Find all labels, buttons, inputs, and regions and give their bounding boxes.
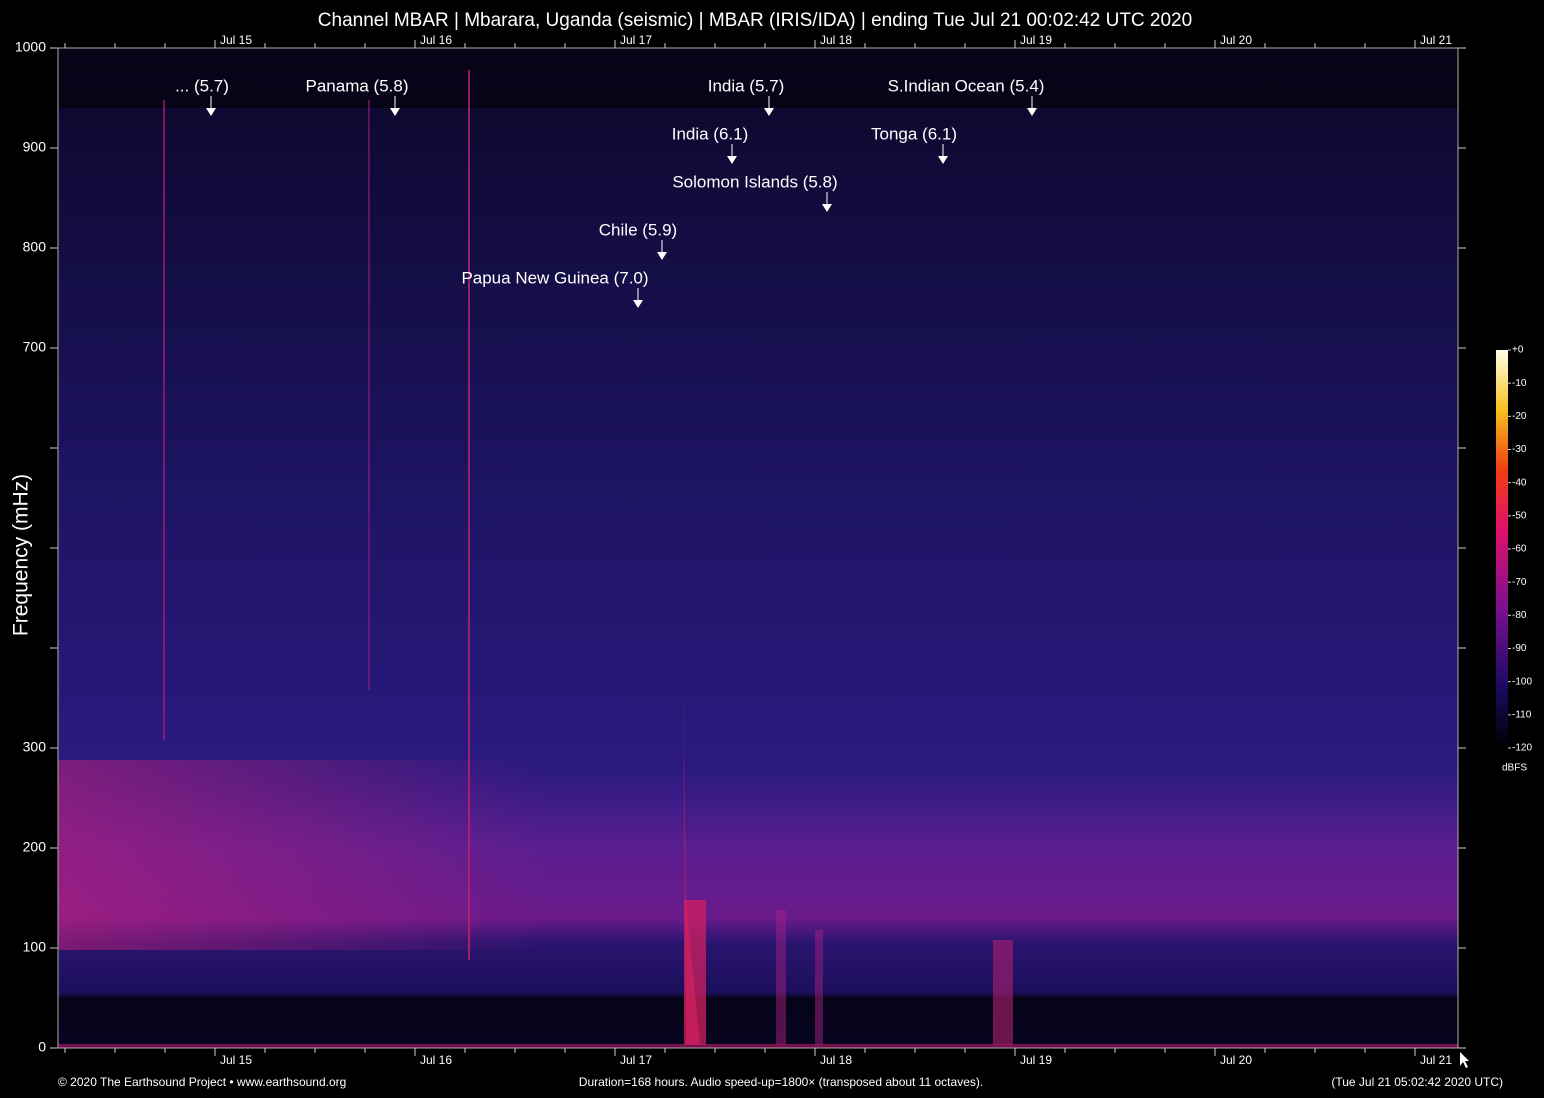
colorbar-tick-label: -120 bbox=[1512, 743, 1532, 754]
colorbar-tick-label: -40 bbox=[1512, 477, 1527, 488]
event-annotation: Tonga (6.1) bbox=[871, 124, 957, 143]
event-annotation: Chile (5.9) bbox=[599, 220, 677, 239]
event-arrowhead bbox=[633, 300, 643, 308]
cursor bbox=[1460, 1052, 1469, 1068]
colorbar-label: dBFS bbox=[1502, 763, 1527, 774]
colorbar bbox=[1496, 350, 1508, 748]
x-tick-label-top: Jul 17 bbox=[620, 33, 652, 47]
y-tick-label: 0 bbox=[38, 1039, 46, 1055]
colorbar-tick-label: -90 bbox=[1512, 643, 1527, 654]
y-tick-label: 200 bbox=[23, 839, 47, 855]
colorbar-tick-label: -100 bbox=[1512, 676, 1532, 687]
event-arrowhead bbox=[938, 156, 948, 164]
y-tick-label: 900 bbox=[23, 139, 47, 155]
x-tick-label: Jul 16 bbox=[420, 1053, 452, 1067]
colorbar-tick-label: -10 bbox=[1512, 378, 1527, 389]
x-tick-label: Jul 15 bbox=[220, 1053, 252, 1067]
event-annotation: India (5.7) bbox=[708, 76, 785, 95]
event-annotation: Panama (5.8) bbox=[306, 76, 409, 95]
colorbar-tick-label: -30 bbox=[1512, 444, 1527, 455]
event-annotation: Papua New Guinea (7.0) bbox=[461, 268, 648, 287]
event-arrowhead bbox=[764, 108, 774, 116]
chart-title: Channel MBAR | Mbarara, Uganda (seismic)… bbox=[318, 10, 1192, 31]
x-tick-label-top: Jul 21 bbox=[1420, 33, 1452, 47]
y-tick-label: 1000 bbox=[15, 39, 46, 55]
colorbar-tick-label: -80 bbox=[1512, 610, 1527, 621]
footer-right: (Tue Jul 21 05:02:42 2020 UTC) bbox=[1331, 1075, 1503, 1089]
event-annotation: ... (5.7) bbox=[175, 76, 229, 95]
x-tick-label: Jul 21 bbox=[1420, 1053, 1452, 1067]
x-tick-label-top: Jul 19 bbox=[1020, 33, 1052, 47]
event-arrowhead bbox=[822, 204, 832, 212]
colorbar-tick-label: -50 bbox=[1512, 510, 1527, 521]
y-tick-label: 300 bbox=[23, 739, 47, 755]
spectrogram-image bbox=[58, 48, 1458, 1048]
x-tick-label: Jul 17 bbox=[620, 1053, 652, 1067]
colorbar-tick-label: +0 bbox=[1512, 345, 1524, 356]
event-annotation: Solomon Islands (5.8) bbox=[672, 172, 837, 191]
x-tick-label: Jul 19 bbox=[1020, 1053, 1052, 1067]
event-arrowhead bbox=[390, 108, 400, 116]
y-tick-label: 700 bbox=[23, 339, 47, 355]
x-tick-label: Jul 20 bbox=[1220, 1053, 1252, 1067]
x-tick-label: Jul 18 bbox=[820, 1053, 852, 1067]
event-arrowhead bbox=[657, 252, 667, 260]
colorbar-tick-label: -20 bbox=[1512, 411, 1527, 422]
colorbar-tick-label: -110 bbox=[1512, 709, 1532, 720]
event-annotation: S.Indian Ocean (5.4) bbox=[888, 76, 1045, 95]
footer-left: © 2020 The Earthsound Project • www.eart… bbox=[58, 1075, 346, 1089]
event-annotation: India (6.1) bbox=[672, 124, 749, 143]
y-tick-label: 100 bbox=[23, 939, 47, 955]
y-tick-label: 800 bbox=[23, 239, 47, 255]
event-arrowhead bbox=[1027, 108, 1037, 116]
event-arrowhead bbox=[727, 156, 737, 164]
y-axis-label: Frequency (mHz) bbox=[10, 474, 33, 636]
x-tick-label-top: Jul 15 bbox=[220, 33, 252, 47]
x-tick-label-top: Jul 20 bbox=[1220, 33, 1252, 47]
colorbar-tick-label: -70 bbox=[1512, 577, 1527, 588]
event-arrowhead bbox=[206, 108, 216, 116]
x-tick-label-top: Jul 18 bbox=[820, 33, 852, 47]
colorbar-tick-label: -60 bbox=[1512, 544, 1527, 555]
footer-center: Duration=168 hours. Audio speed-up=1800×… bbox=[579, 1075, 983, 1089]
x-tick-label-top: Jul 16 bbox=[420, 33, 452, 47]
